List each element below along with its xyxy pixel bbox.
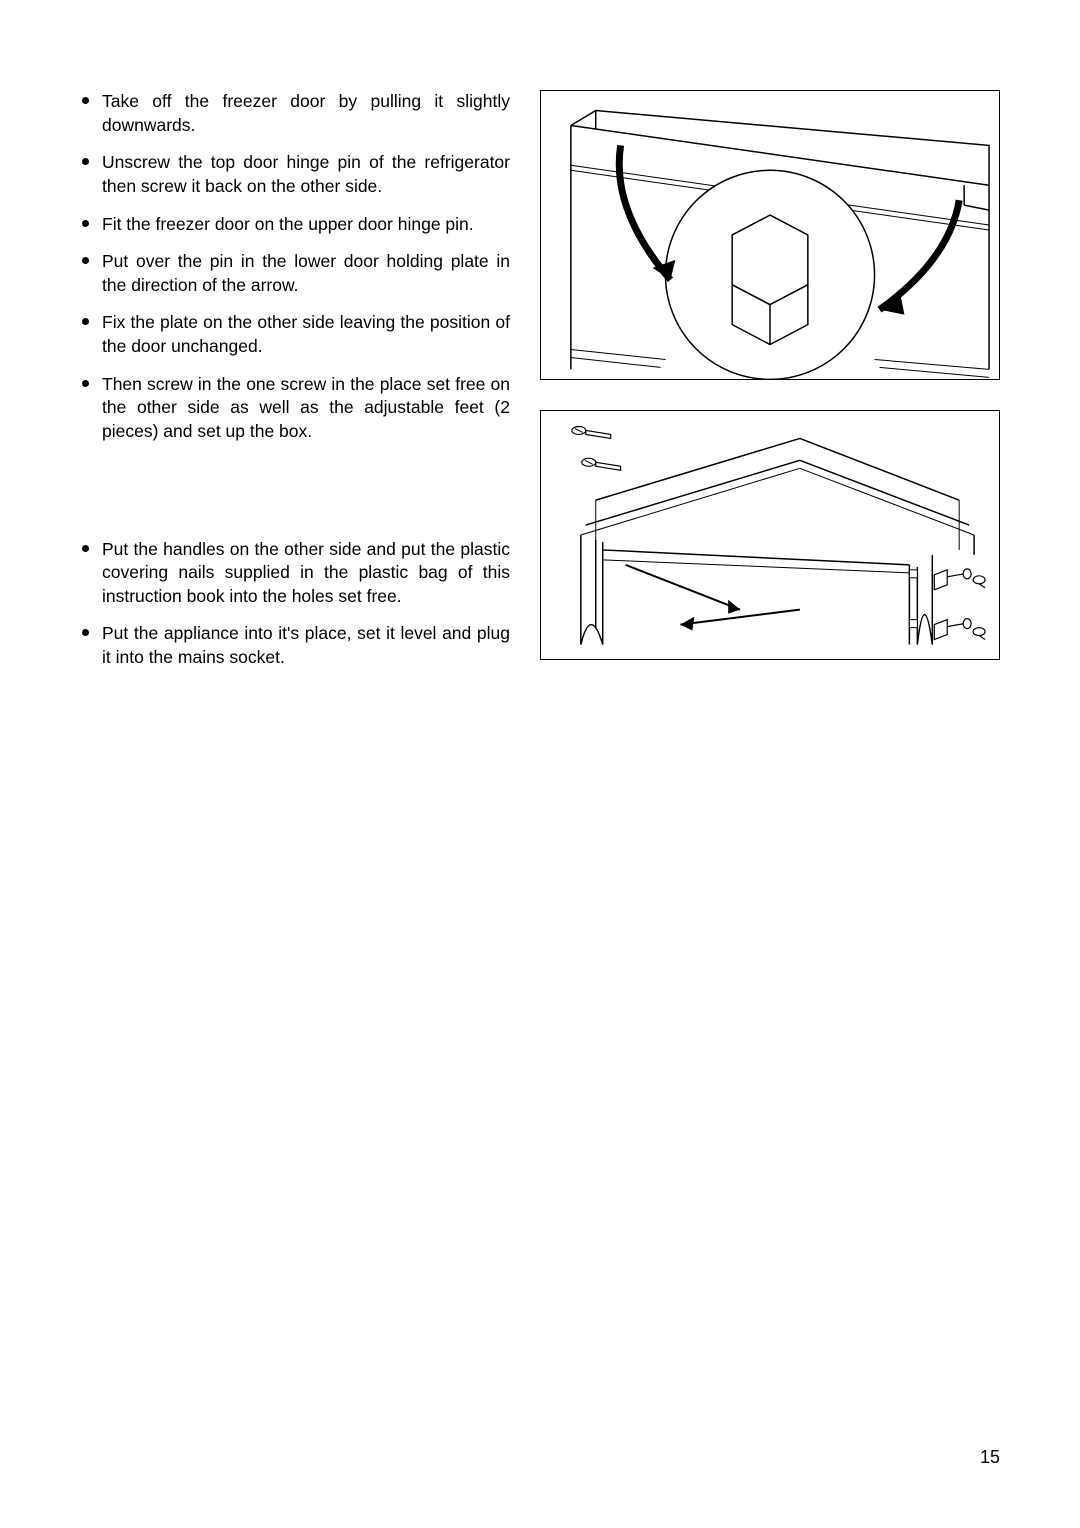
two-column-layout: Take off the freezer door by pulling it … [80,90,1000,690]
page-content: Take off the freezer door by pulling it … [80,90,1000,690]
instruction-item: Fix the plate on the other side leaving … [80,311,510,358]
figure-adjustable-feet [540,410,1000,660]
screw-icon [582,458,621,470]
instruction-item: Then screw in the one screw in the place… [80,373,510,444]
feet-diagram [541,410,999,660]
instruction-item: Take off the freezer door by pulling it … [80,90,510,137]
instruction-item: Put the appliance into it's place, set i… [80,622,510,669]
figure-column [540,90,1000,690]
figure-hinge-pin [540,90,1000,380]
foot-screw-icon [934,569,985,590]
instruction-item: Unscrew the top door hinge pin of the re… [80,151,510,198]
instruction-item: Fit the freezer door on the upper door h… [80,213,510,237]
hinge-pin-diagram [541,90,999,380]
foot-screw-icon [934,619,985,640]
page-number: 15 [980,1447,1000,1468]
instruction-list-1: Take off the freezer door by pulling it … [80,90,510,444]
text-column: Take off the freezer door by pulling it … [80,90,510,690]
instruction-list-2: Put the handles on the other side and pu… [80,538,510,670]
instruction-item: Put the handles on the other side and pu… [80,538,510,609]
instruction-item: Put over the pin in the lower door holdi… [80,250,510,297]
vertical-spacer [80,458,510,538]
screw-icon [572,426,611,438]
